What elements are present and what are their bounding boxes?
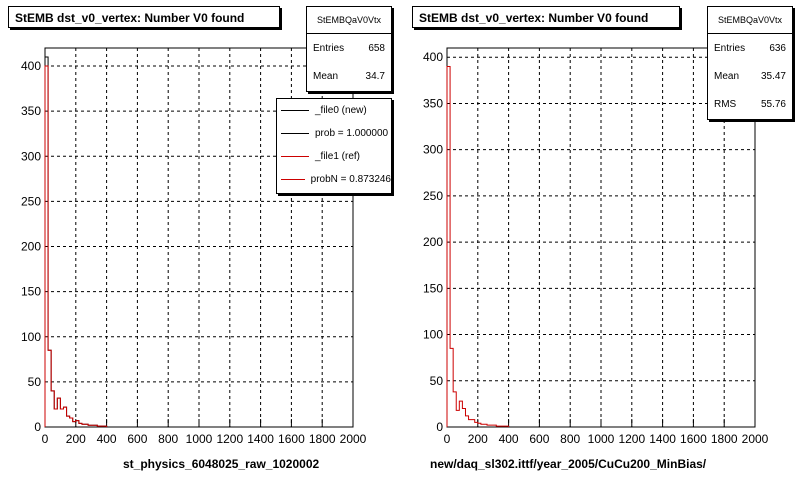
- legend-label-file0: _file0 (new): [315, 105, 367, 116]
- right-stats-entries-label: Entries: [714, 42, 746, 54]
- legend-entry-file1: _file1 (ref): [277, 145, 391, 168]
- left-y-tick-label: 0: [34, 420, 41, 434]
- left-legend: _file0 (new) prob = 1.000000 _file1 (ref…: [276, 98, 392, 194]
- left-y-tick-label: 350: [21, 104, 41, 118]
- left-x-tick-label: 1600: [278, 432, 305, 446]
- right-x-tick-label: 800: [560, 432, 580, 446]
- left-x-tick-label: 0: [42, 432, 49, 446]
- legend-entry-prob: prob = 1.000000: [277, 122, 391, 145]
- right-stats-mean-value: 35.47: [760, 70, 786, 82]
- right-stats-name: StEMBQaV0Vtx: [708, 7, 792, 34]
- left-x-tick-label: 200: [66, 432, 86, 446]
- legend-label-file1: _file1 (ref): [315, 151, 361, 162]
- right-x-tick-label: 400: [499, 432, 519, 446]
- legend-line-black: [281, 110, 309, 111]
- right-y-tick-label: 150: [423, 281, 443, 295]
- left-y-tick-label: 100: [21, 330, 41, 344]
- left-stats-entries-label: Entries: [313, 42, 345, 54]
- legend-line-red: [281, 179, 305, 180]
- right-y-tick-label: 250: [423, 189, 443, 203]
- left-x-axis-title: st_physics_6048025_raw_1020002: [123, 457, 320, 471]
- left-x-tick-label: 1200: [216, 432, 243, 446]
- left-x-tick-label: 800: [158, 432, 178, 446]
- left-x-tick-label: 400: [97, 432, 117, 446]
- legend-label-prob: prob = 1.000000: [315, 128, 389, 139]
- left-stats-mean-label: Mean: [313, 70, 339, 82]
- right-y-tick-label: 100: [423, 328, 443, 342]
- right-x-axis-title: new/daq_sl302.ittf/year_2005/CuCu200_Min…: [430, 457, 707, 471]
- left-y-tick-label: 150: [21, 285, 41, 299]
- legend-entry-file0: _file0 (new): [277, 99, 391, 122]
- left-x-tick-label: 600: [127, 432, 147, 446]
- left-x-tick-label: 2000: [340, 432, 367, 446]
- legend-line-red: [281, 156, 309, 157]
- left-x-tick-label: 1400: [247, 432, 274, 446]
- right-stats-row-entries: Entries 636: [708, 34, 792, 62]
- right-histogram-series-0: [446, 65, 510, 427]
- left-stats-box: StEMBQaV0Vtx Entries 658 Mean 34.7: [306, 6, 392, 92]
- left-y-tick-label: 400: [21, 59, 41, 73]
- left-stats-row-entries: Entries 658: [307, 34, 391, 62]
- right-y-tick-label: 200: [423, 235, 443, 249]
- right-y-tick-label: 0: [436, 420, 443, 434]
- legend-entry-probn: probN = 0.873246: [277, 168, 391, 191]
- right-y-tick-label: 350: [423, 96, 443, 110]
- left-stats-row-mean: Mean 34.7: [307, 62, 391, 90]
- left-y-tick-label: 50: [28, 375, 42, 389]
- right-x-tick-label: 200: [468, 432, 488, 446]
- right-histogram-title: StEMB dst_v0_vertex: Number V0 found: [412, 6, 680, 28]
- right-x-tick-label: 600: [529, 432, 549, 446]
- right-stats-row-rms: RMS 55.76: [708, 90, 792, 118]
- legend-label-probn: probN = 0.873246: [310, 174, 391, 185]
- legend-line-black: [281, 133, 309, 134]
- left-x-tick-label: 1800: [309, 432, 336, 446]
- right-y-tick-label: 400: [423, 50, 443, 64]
- left-y-tick-label: 250: [21, 194, 41, 208]
- right-x-tick-label: 1000: [588, 432, 615, 446]
- right-stats-mean-label: Mean: [714, 70, 740, 82]
- right-x-tick-label: 1400: [649, 432, 676, 446]
- right-stats-row-mean: Mean 35.47: [708, 62, 792, 90]
- right-x-tick-label: 1200: [618, 432, 645, 446]
- left-x-tick-label: 1000: [186, 432, 213, 446]
- left-stats-entries-value: 658: [368, 42, 385, 54]
- left-y-tick-label: 300: [21, 149, 41, 163]
- left-histogram-series-1: [44, 65, 108, 427]
- right-stats-rms-label: RMS: [714, 98, 737, 110]
- right-x-tick-label: 2000: [742, 432, 769, 446]
- right-stats-box: StEMBQaV0Vtx Entries 636 Mean 35.47 RMS …: [707, 6, 793, 120]
- right-y-tick-label: 300: [423, 143, 443, 157]
- right-x-tick-label: 1600: [680, 432, 707, 446]
- left-y-tick-label: 200: [21, 240, 41, 254]
- right-stats-rms-value: 55.76: [760, 98, 786, 110]
- right-x-tick-label: 0: [444, 432, 451, 446]
- right-y-tick-label: 50: [430, 374, 444, 388]
- right-x-tick-label: 1800: [711, 432, 738, 446]
- left-histogram-title: StEMB dst_v0_vertex: Number V0 found: [8, 6, 280, 28]
- left-stats-name: StEMBQaV0Vtx: [307, 7, 391, 34]
- right-plot-frame: [446, 47, 756, 428]
- right-stats-entries-value: 636: [769, 42, 786, 54]
- left-stats-mean-value: 34.7: [365, 70, 385, 82]
